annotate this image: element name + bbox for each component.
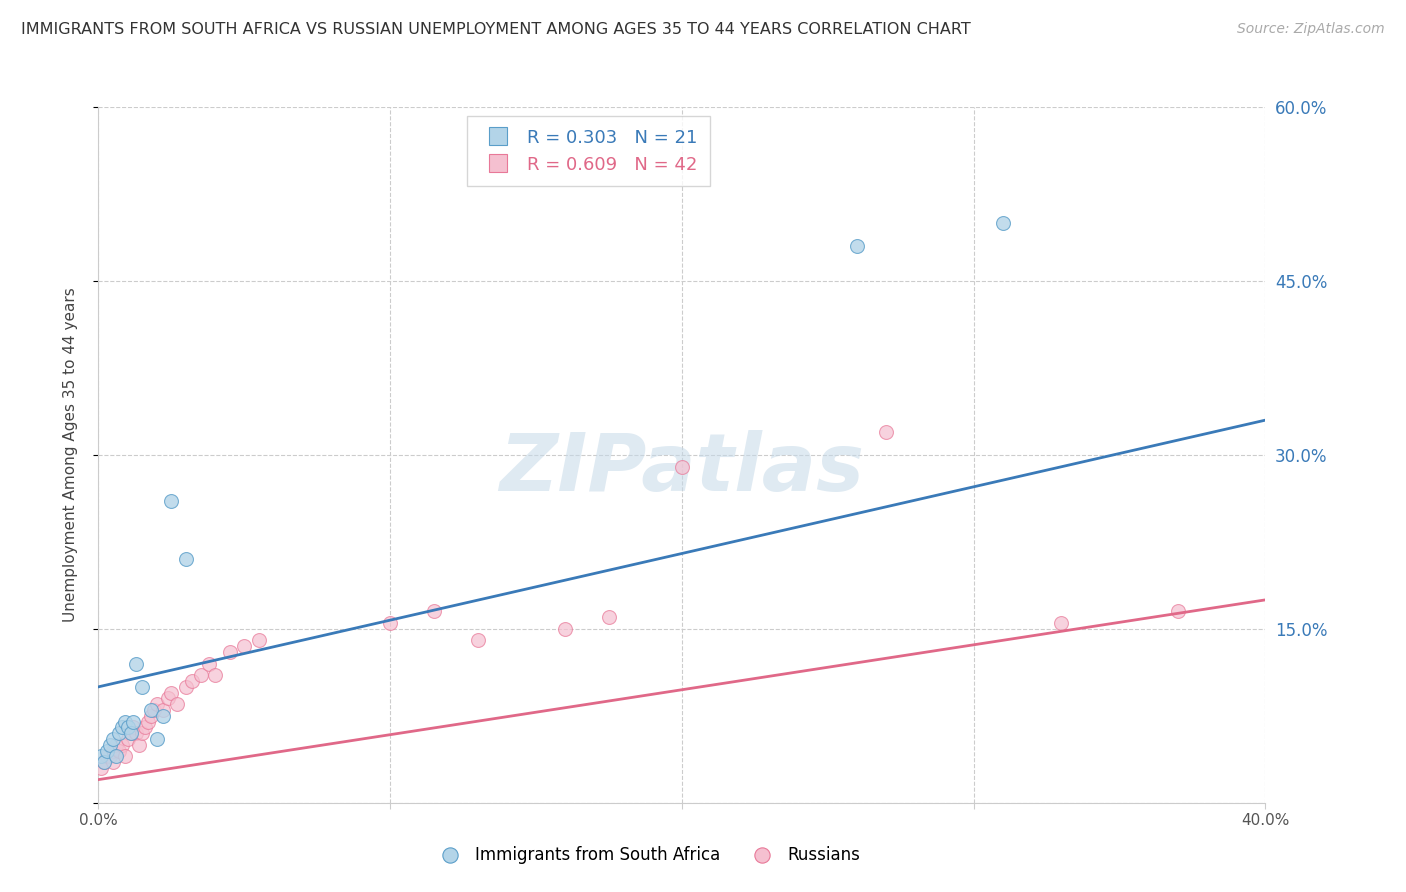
Point [598, 610, 620, 624]
Point [174, 680, 197, 694]
Point [111, 721, 134, 735]
Point [139, 708, 162, 723]
Point [98, 749, 121, 764]
Point [101, 731, 124, 746]
Point [108, 726, 131, 740]
Point [671, 459, 693, 474]
Point [139, 703, 162, 717]
Text: IMMIGRANTS FROM SOUTH AFRICA VS RUSSIAN UNEMPLOYMENT AMONG AGES 35 TO 44 YEARS C: IMMIGRANTS FROM SOUTH AFRICA VS RUSSIAN … [21, 22, 970, 37]
Point [152, 703, 174, 717]
Point [93, 755, 115, 769]
Point [190, 668, 212, 682]
Point [1167, 605, 1189, 619]
Point [120, 726, 142, 740]
Point [467, 633, 489, 648]
Point [114, 749, 136, 764]
Point [104, 749, 127, 764]
Point [247, 633, 270, 648]
Point [125, 726, 148, 740]
Legend: Immigrants from South Africa, Russians: Immigrants from South Africa, Russians [427, 839, 866, 871]
Point [122, 714, 145, 729]
Point [111, 738, 134, 752]
Point [90, 749, 112, 764]
Point [218, 645, 240, 659]
Point [131, 680, 153, 694]
Point [146, 731, 169, 746]
Point [146, 698, 169, 712]
Point [134, 721, 156, 735]
Point [378, 615, 402, 630]
Point [152, 708, 174, 723]
Point [128, 738, 150, 752]
Point [423, 605, 446, 619]
Point [198, 657, 221, 671]
Point [160, 494, 183, 508]
Point [101, 755, 124, 769]
Point [117, 731, 139, 746]
Point [90, 761, 112, 775]
Point [160, 685, 183, 699]
Text: Source: ZipAtlas.com: Source: ZipAtlas.com [1237, 22, 1385, 37]
Point [204, 668, 226, 682]
Point [93, 755, 115, 769]
Point [96, 744, 118, 758]
Point [104, 738, 127, 752]
Point [157, 691, 180, 706]
Point [991, 216, 1014, 230]
Point [131, 726, 153, 740]
Point [117, 721, 139, 735]
Point [96, 749, 118, 764]
Point [101, 744, 124, 758]
Point [554, 622, 576, 636]
Point [114, 714, 136, 729]
Point [136, 714, 159, 729]
Point [125, 657, 148, 671]
Point [98, 738, 121, 752]
Text: ZIPatlas: ZIPatlas [499, 430, 865, 508]
Point [875, 425, 897, 439]
Y-axis label: Unemployment Among Ages 35 to 44 years: Unemployment Among Ages 35 to 44 years [63, 287, 77, 623]
Point [180, 674, 202, 689]
Point [108, 744, 131, 758]
Point [122, 721, 145, 735]
Point [142, 703, 165, 717]
Point [845, 239, 868, 253]
Point [1050, 615, 1073, 630]
Point [233, 639, 256, 653]
Point [174, 552, 197, 566]
Point [166, 698, 188, 712]
Point [120, 726, 142, 740]
